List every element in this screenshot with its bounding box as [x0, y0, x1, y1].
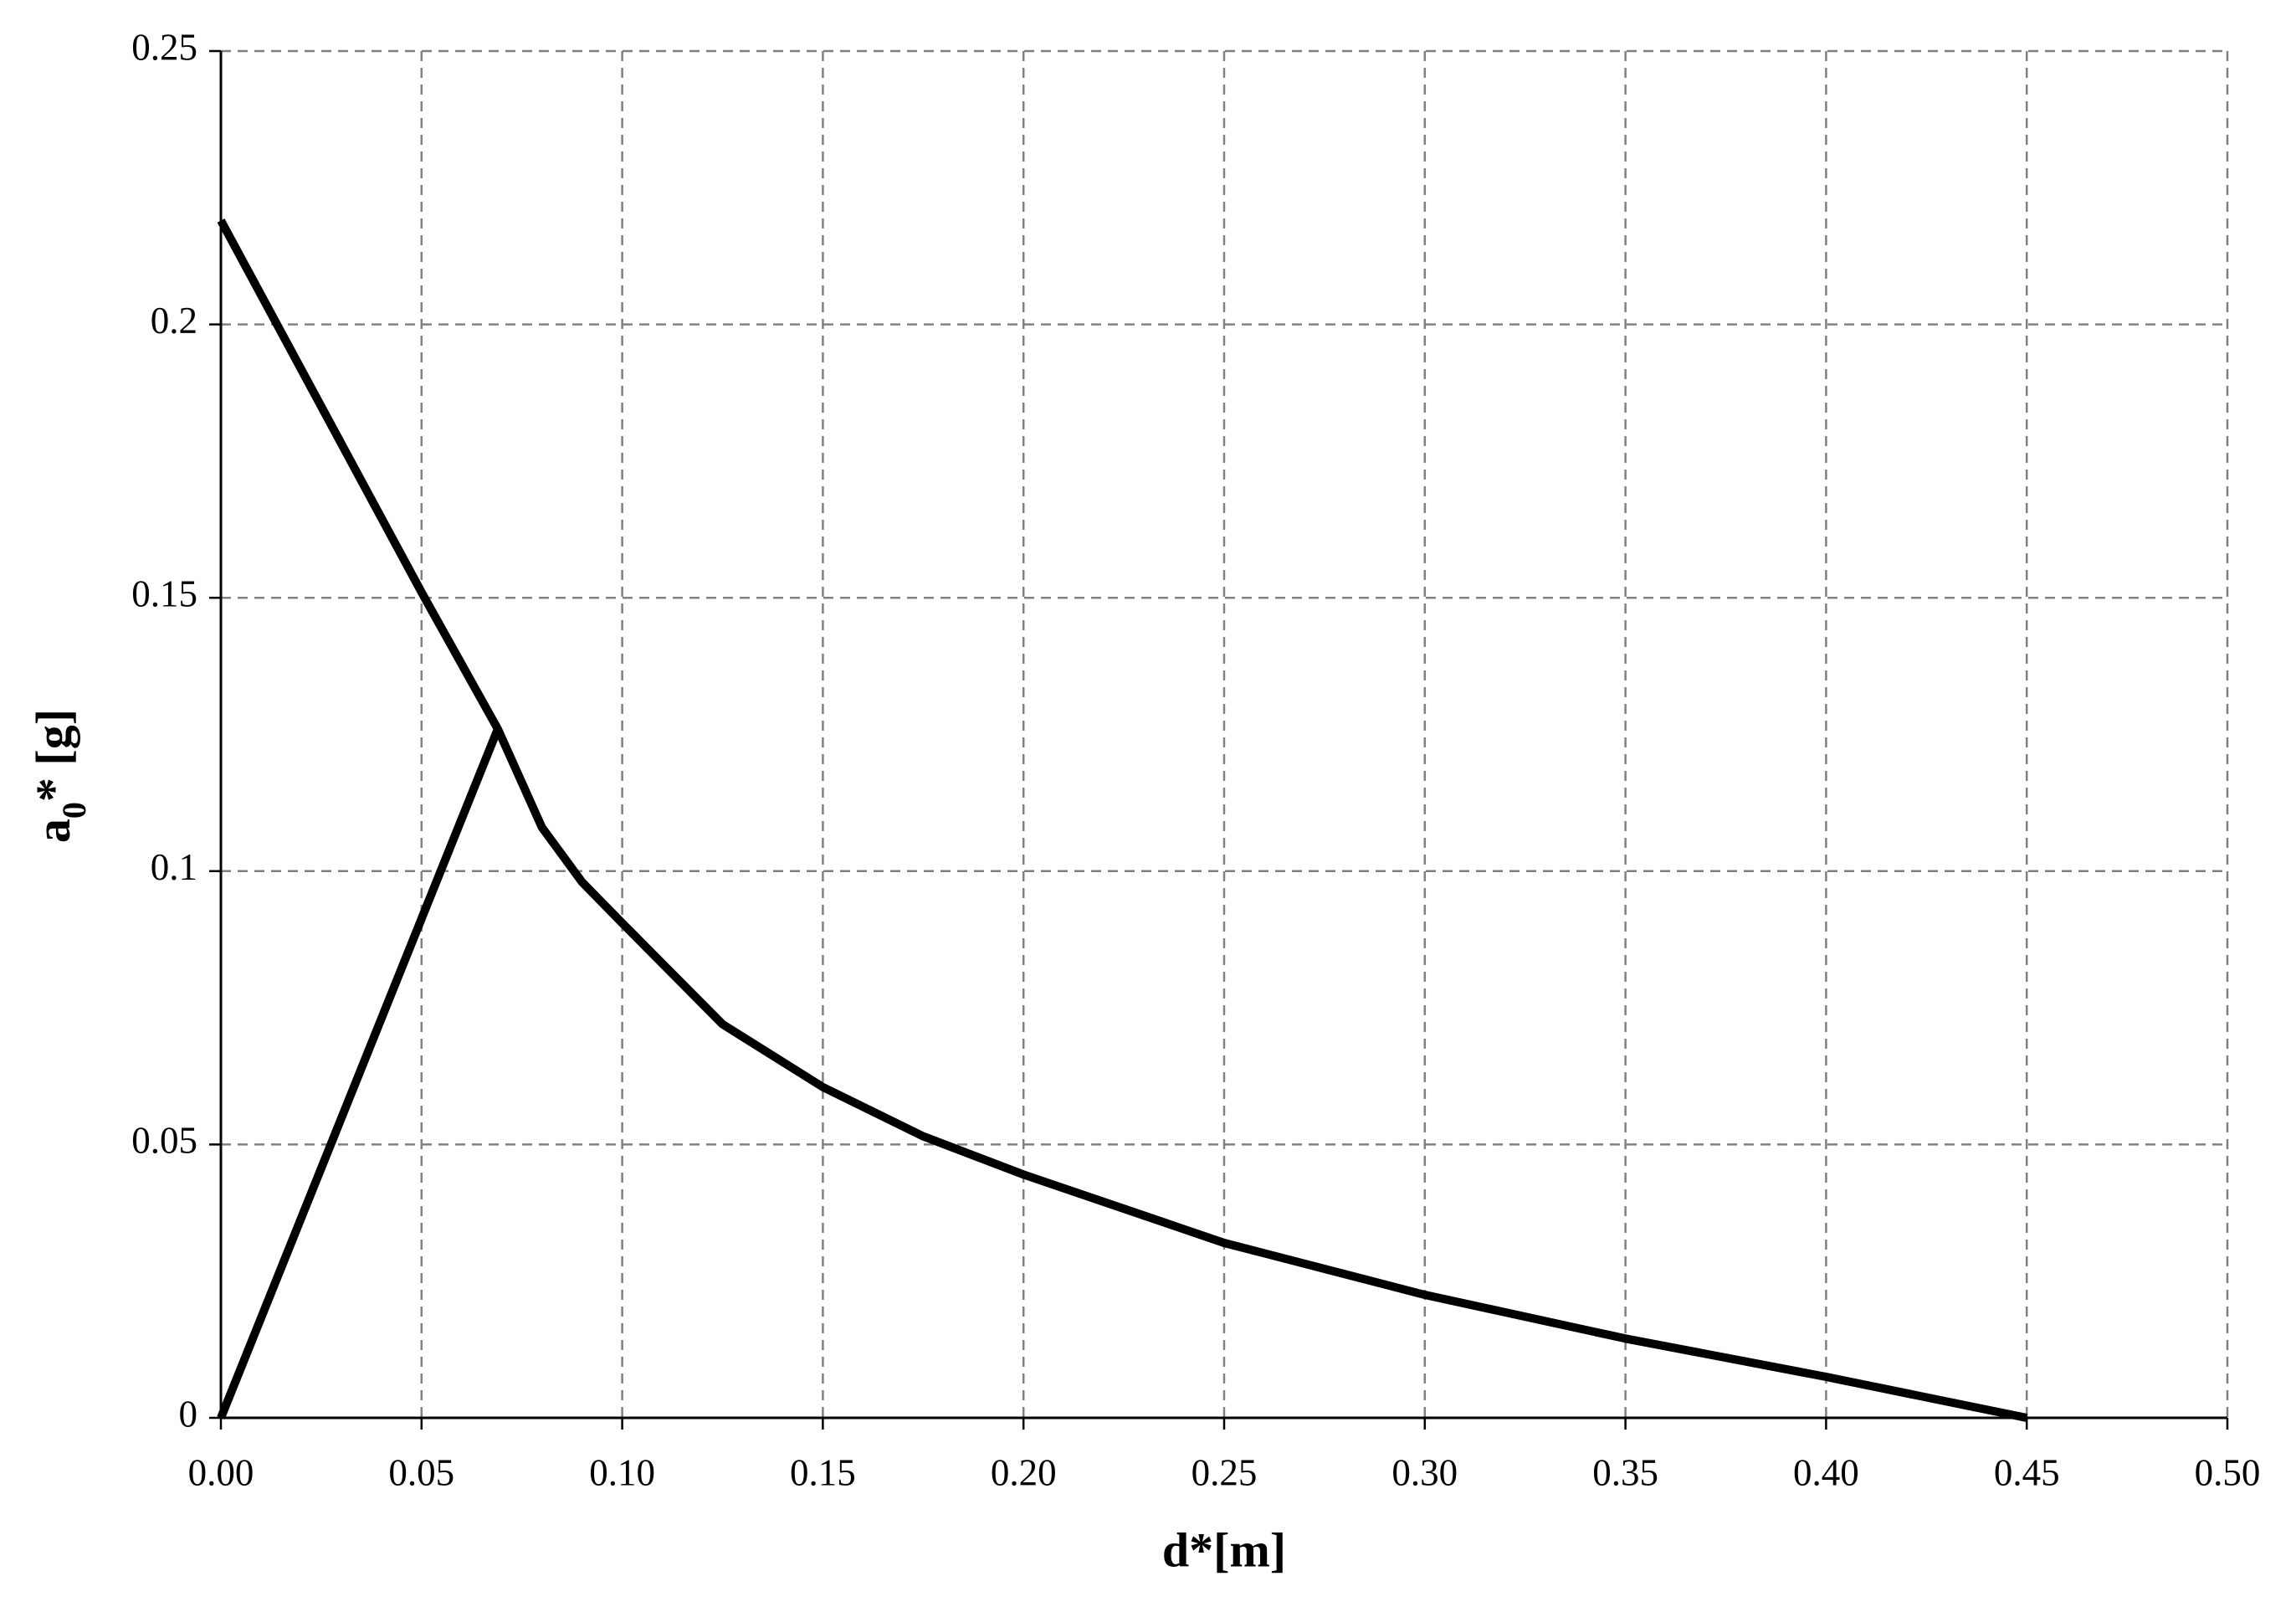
x-tick-label: 0.40 — [1793, 1451, 1859, 1493]
x-tick-label: 0.05 — [388, 1451, 454, 1493]
y-tick-label: 0.05 — [131, 1120, 197, 1162]
y-tick-label: 0.2 — [151, 300, 197, 341]
x-tick-label: 0.00 — [188, 1451, 254, 1493]
y-tick-label: 0.15 — [131, 573, 197, 615]
x-tick-label: 0.45 — [1994, 1451, 2060, 1493]
x-tick-label: 0.15 — [790, 1451, 856, 1493]
y-axis-title-base: a — [26, 819, 80, 843]
line-series — [217, 727, 502, 1420]
y-tick-label: 0.25 — [131, 26, 197, 68]
line-series — [217, 218, 2028, 1422]
y-axis-title-suffix: * [g] — [26, 709, 80, 802]
x-axis-title: d*[m] — [1162, 1522, 1286, 1577]
y-tick-label: 0.1 — [151, 846, 197, 888]
x-tick-label: 0.50 — [2195, 1451, 2261, 1493]
y-axis-title-subscript: 0 — [55, 802, 93, 819]
x-tick-label: 0.35 — [1592, 1451, 1658, 1493]
x-tick-label: 0.20 — [991, 1451, 1057, 1493]
x-tick-label: 0.30 — [1391, 1451, 1458, 1493]
y-axis-title: a0* [g] — [26, 709, 92, 843]
y-tick-label: 0 — [179, 1393, 198, 1435]
x-tick-label: 0.10 — [589, 1451, 655, 1493]
x-tick-label: 0.25 — [1192, 1451, 1258, 1493]
